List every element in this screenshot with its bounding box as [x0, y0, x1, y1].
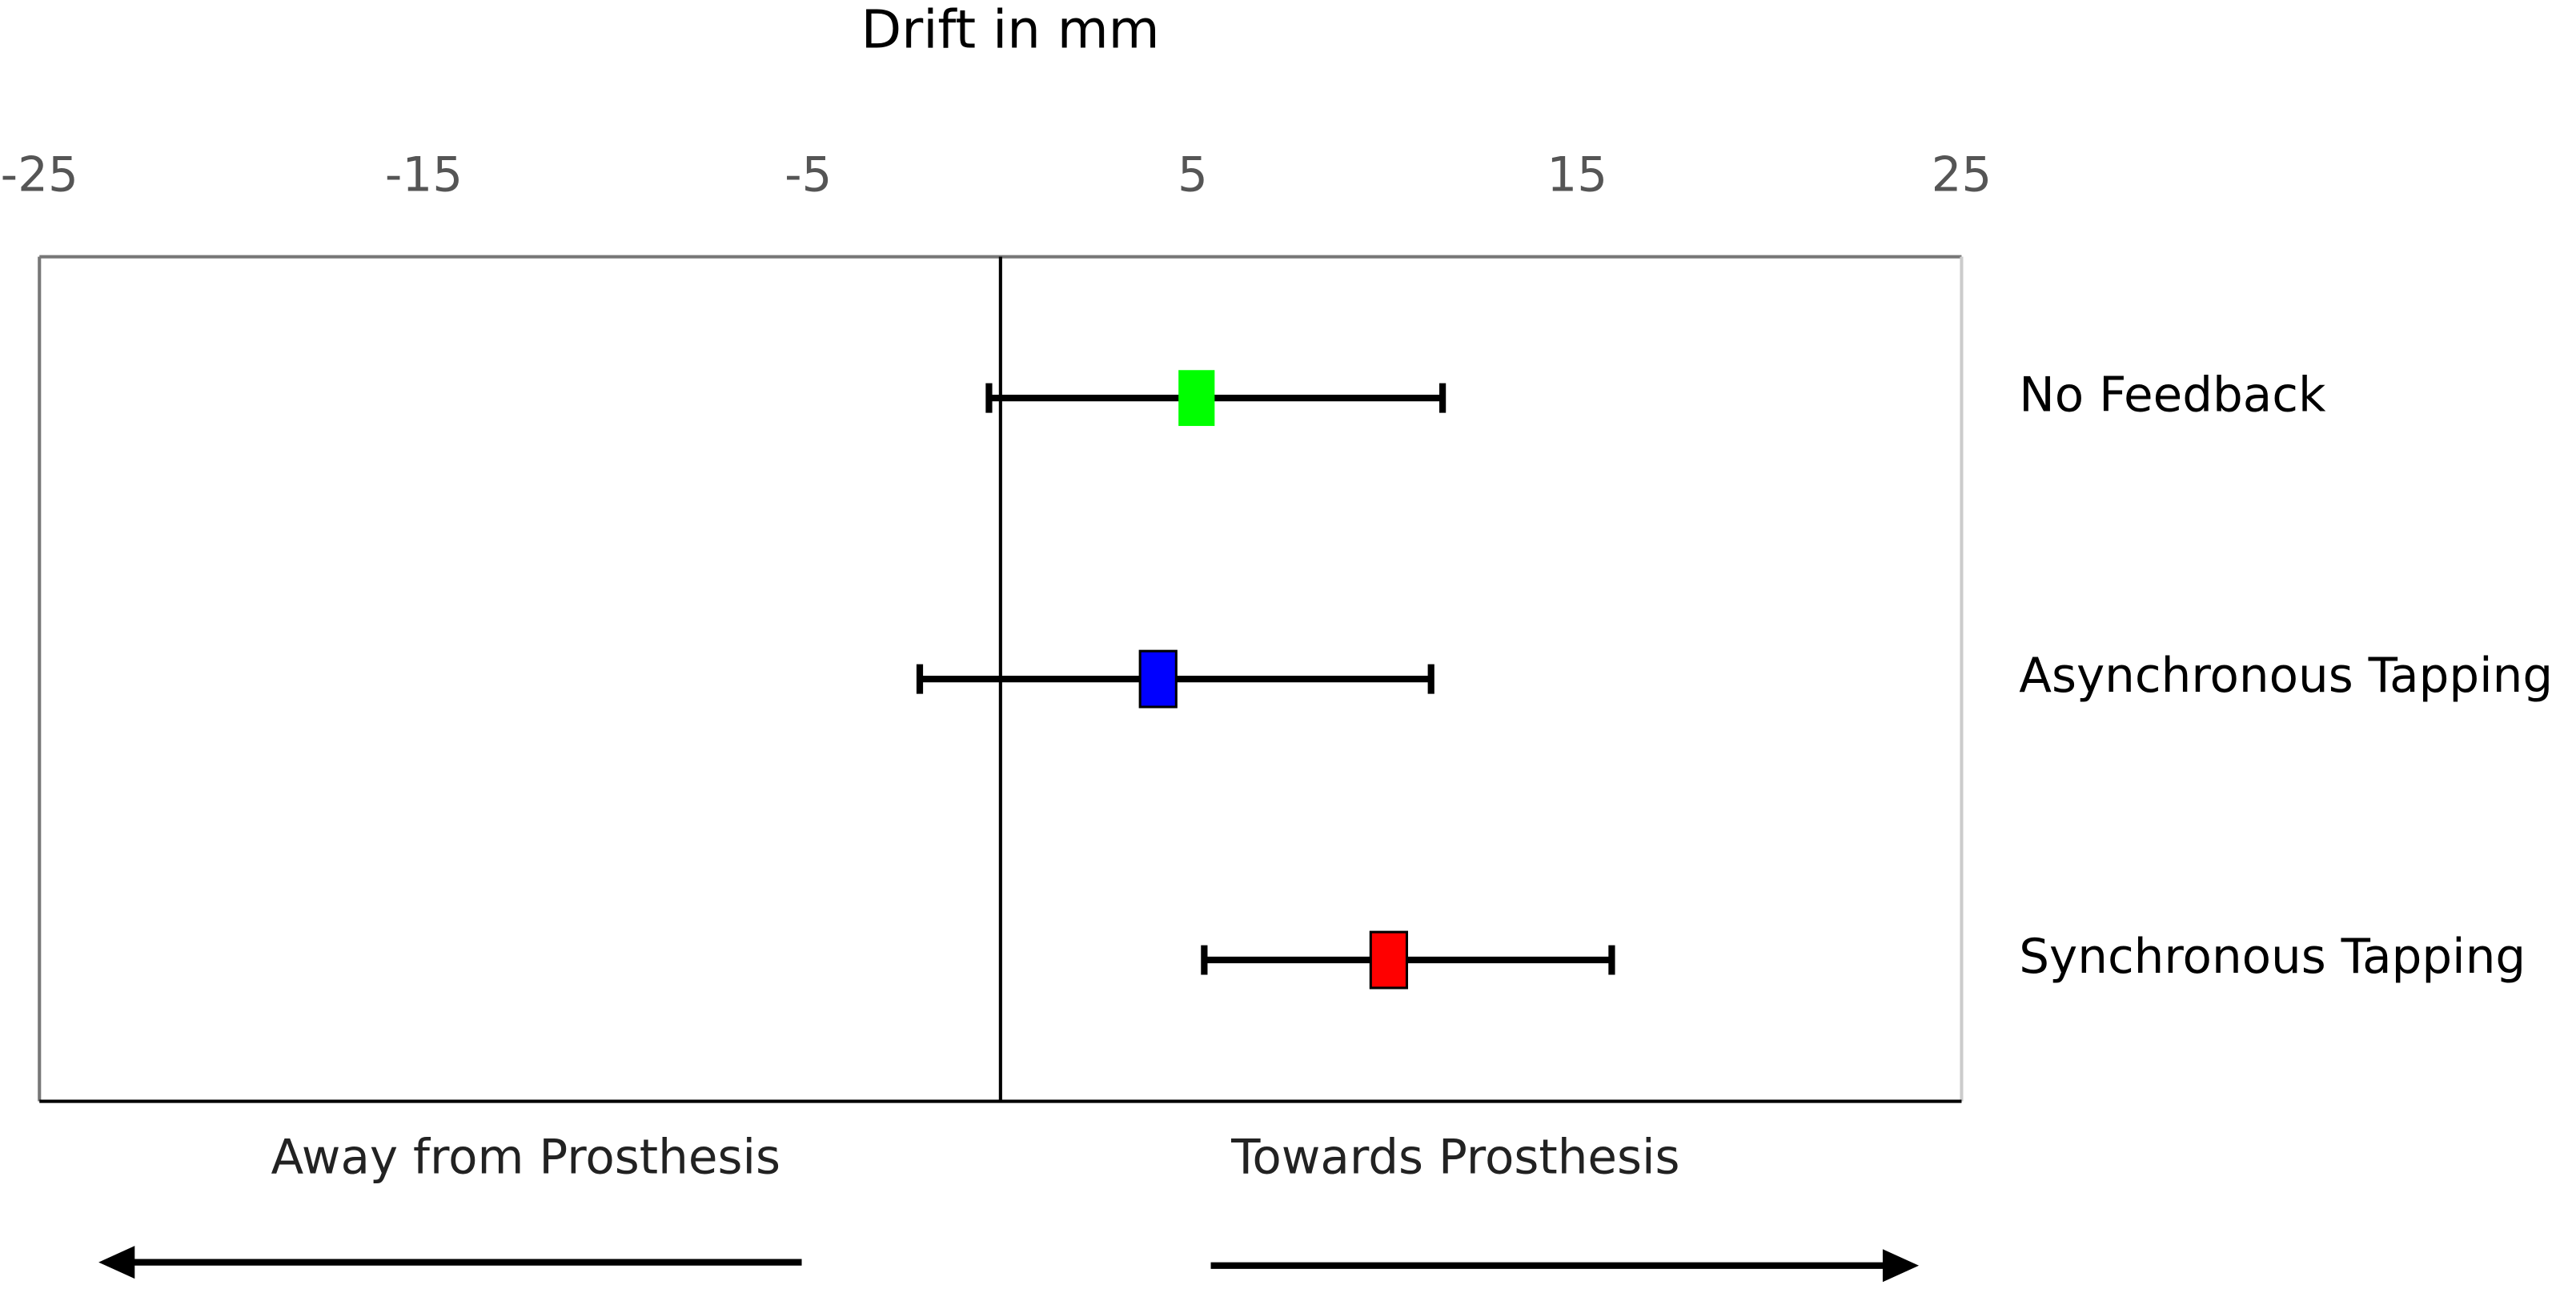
- y-category-label: Synchronous Tapping: [2019, 930, 2526, 985]
- arrow-head: [1882, 1249, 1920, 1283]
- arrows: [98, 1246, 1920, 1283]
- x-tick-label: -15: [385, 147, 463, 203]
- arrow-head: [98, 1246, 135, 1279]
- x-tick-label: -25: [1, 147, 78, 203]
- marker: [1369, 930, 1409, 990]
- marker: [1178, 370, 1215, 427]
- x-tick-label: 15: [1547, 147, 1607, 203]
- x-tick-label: 25: [1932, 147, 1992, 203]
- chart-title: Drift in mm: [861, 0, 1160, 61]
- x-tick-label: -5: [784, 147, 832, 203]
- error-bar: [985, 383, 1446, 413]
- annotation: Away from Prosthesis: [271, 1130, 780, 1186]
- y-category-label: No Feedback: [2019, 367, 2326, 423]
- x-tick-label: 5: [1178, 147, 1208, 203]
- y-category-label: Asynchronous Tapping: [2019, 649, 2553, 704]
- annotation: Towards Prosthesis: [1230, 1130, 1679, 1186]
- marker: [1138, 649, 1178, 709]
